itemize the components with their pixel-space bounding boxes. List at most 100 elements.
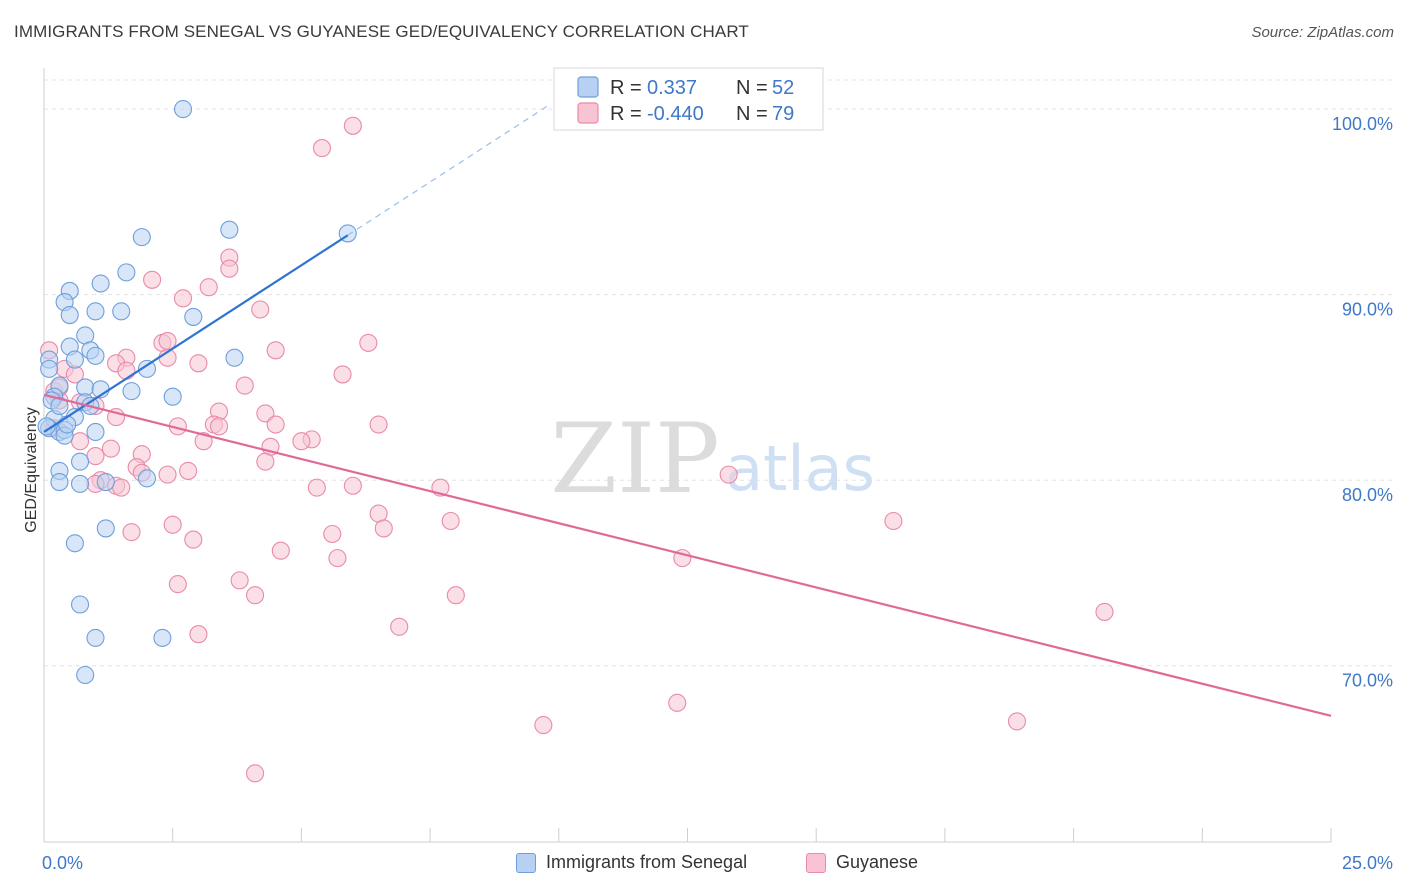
watermark-zip: ZIP [550,403,719,515]
senegal-point-0 [173,100,193,119]
guyanese-point-66 [446,586,465,605]
guyanese-point-76 [246,764,265,783]
y-tick-label-1: 80.0% [1342,485,1393,505]
senegal-point-45 [76,665,95,685]
senegal-point-44 [153,628,172,647]
guyanese-point-56 [163,515,182,534]
guyanese-point-3 [220,259,239,278]
correlation-legend: R = 0.337 N = 52 R = -0.440 N = 79 [553,67,824,131]
senegal-point-5 [91,274,110,293]
guyanese-point-7 [251,300,270,319]
source-note: Source: ZipAtlas.com [1251,24,1394,41]
senegal-trend-extension [347,104,549,236]
guyanese-point-37 [194,432,213,451]
y-tick-label-2: 90.0% [1342,300,1393,320]
senegal-point-20 [225,348,244,367]
guyanese-point-42 [256,452,275,471]
guyanese-point-74 [534,716,553,735]
legend-n-label-1: N = [736,103,768,125]
senegal-point-11 [184,307,203,326]
tick-labels: 70.0% 80.0% 90.0% 100.0% 0.0% 25.0% [42,114,1393,873]
senegal-points [37,100,357,685]
senegal-point-19 [137,359,157,378]
legend-box-swatch-0 [577,76,599,98]
senegal-point-39 [70,474,90,493]
legend-r-value-0: 0.337 [647,77,697,99]
senegal-point-51 [58,415,77,434]
guyanese-point-36 [70,432,90,451]
senegal-point-36 [50,472,69,492]
guyanese-point-63 [328,549,347,568]
x-tick-label-max: 25.0% [1342,853,1393,873]
guyanese-point-35 [292,432,311,451]
guyanese-point-33 [209,417,229,436]
senegal-point-1 [220,220,239,239]
guyanese-point-1 [312,139,332,158]
legend-n-value-0: 52 [772,77,794,99]
guyanese-point-68 [1095,602,1114,621]
bottom-legend: Immigrants from Senegal Guyanese [0,852,1406,876]
legend-swatch-senegal [516,852,536,873]
guyanese-trend-line [43,393,1332,717]
y-tick-label-3: 100.0% [1332,114,1393,134]
senegal-point-16 [65,350,84,369]
guyanese-point-60 [184,530,203,549]
guyanese-point-50 [307,478,326,497]
guyanese-point-18 [117,361,136,380]
senegal-point-38 [137,469,157,488]
senegal-point-41 [65,534,84,553]
trend-lines [43,104,1332,717]
x-tick-label-min: 0.0% [42,853,83,873]
guyanese-point-41 [86,447,105,466]
guyanese-point-67 [246,586,265,605]
legend-r-label-0: R = [610,77,642,99]
guyanese-point-31 [266,415,285,434]
guyanese-point-0 [343,116,362,135]
guyanese-point-32 [369,415,388,434]
chart-title: IMMIGRANTS FROM SENEGAL VS GUYANESE GED/… [14,22,749,41]
legend-label-guyanese: Guyanese [836,852,919,872]
legend-item-senegal[interactable]: Immigrants from Senegal [516,852,747,873]
guyanese-point-51 [343,476,362,495]
guyanese-point-57 [374,519,393,538]
legend-n-label-0: N = [736,77,768,99]
senegal-point-46 [37,417,56,436]
guyanese-point-46 [158,465,177,484]
guyanese-point-72 [719,465,738,484]
senegal-point-10 [112,302,131,321]
guyanese-point-69 [390,617,409,636]
senegal-point-34 [70,452,90,471]
guyanese-point-14 [189,354,208,373]
legend-item-guyanese[interactable]: Guyanese [806,852,918,873]
senegal-trend-line [43,234,349,433]
guyanese-point-64 [230,571,249,590]
senegal-point-40 [96,519,115,538]
senegal-point-24 [122,382,141,401]
guyanese-point-53 [112,478,131,497]
guyanese-point-21 [235,376,254,395]
senegal-point-33 [86,422,105,442]
legend-r-value-1: -0.440 [647,103,704,125]
guyanese-point-59 [323,524,342,544]
legend-swatch-guyanese [806,852,826,873]
senegal-point-18 [40,359,59,378]
senegal-point-2 [132,228,151,247]
senegal-point-43 [86,628,105,647]
legend-box-swatch-1 [577,102,599,124]
guyanese-point-75 [1007,712,1027,731]
guyanese-point-4 [143,270,162,289]
y-tick-label-0: 70.0% [1342,671,1393,691]
guyanese-point-27 [256,404,275,423]
guyanese-point-73 [668,693,687,712]
guyanese-point-55 [441,511,460,531]
senegal-point-48 [50,396,69,416]
senegal-point-9 [86,302,105,321]
guyanese-point-70 [189,625,208,644]
guyanese-point-5 [199,278,218,297]
legend-r-label-1: R = [610,103,642,125]
guyanese-point-11 [266,341,285,360]
guyanese-point-58 [122,523,141,542]
axes [43,68,1332,843]
watermark-atlas: atlas [725,432,875,505]
